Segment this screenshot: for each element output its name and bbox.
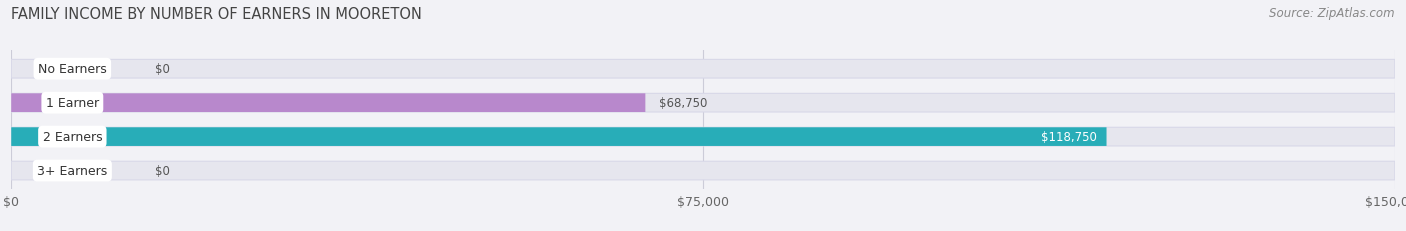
- Text: No Earners: No Earners: [38, 63, 107, 76]
- Text: 1 Earner: 1 Earner: [46, 97, 98, 110]
- Text: $118,750: $118,750: [1040, 131, 1097, 143]
- Text: 3+ Earners: 3+ Earners: [37, 164, 107, 177]
- Text: Source: ZipAtlas.com: Source: ZipAtlas.com: [1270, 7, 1395, 20]
- Text: $0: $0: [155, 63, 170, 76]
- FancyBboxPatch shape: [11, 94, 1395, 112]
- FancyBboxPatch shape: [11, 161, 1395, 180]
- Text: FAMILY INCOME BY NUMBER OF EARNERS IN MOORETON: FAMILY INCOME BY NUMBER OF EARNERS IN MO…: [11, 7, 422, 22]
- Text: $68,750: $68,750: [659, 97, 707, 110]
- FancyBboxPatch shape: [11, 60, 1395, 79]
- FancyBboxPatch shape: [11, 128, 1395, 146]
- FancyBboxPatch shape: [11, 94, 645, 112]
- Text: $0: $0: [155, 164, 170, 177]
- FancyBboxPatch shape: [11, 128, 1107, 146]
- Text: 2 Earners: 2 Earners: [42, 131, 103, 143]
